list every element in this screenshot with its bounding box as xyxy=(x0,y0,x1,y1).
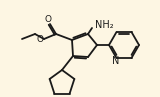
Text: N: N xyxy=(112,56,119,66)
Text: O: O xyxy=(36,36,44,45)
Text: NH₂: NH₂ xyxy=(95,20,114,30)
Text: O: O xyxy=(44,16,52,25)
